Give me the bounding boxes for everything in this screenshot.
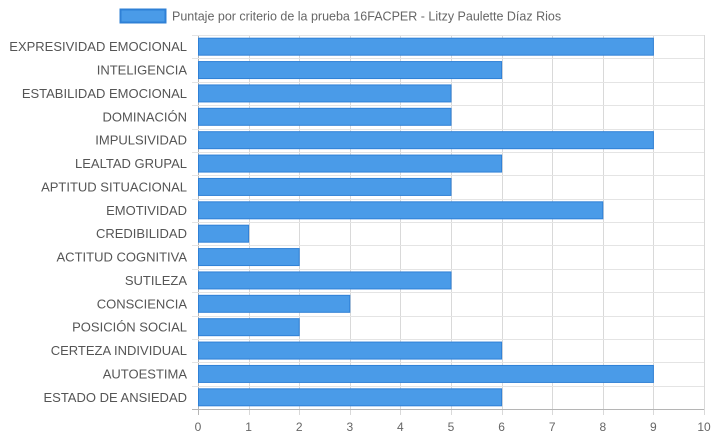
x-tick-label: 2 <box>296 420 303 434</box>
x-tick-label: 3 <box>346 420 353 434</box>
x-tick-label: 8 <box>599 420 606 434</box>
bar[interactable] <box>198 271 452 290</box>
bar[interactable] <box>198 341 503 360</box>
bar[interactable] <box>198 37 654 56</box>
bar[interactable] <box>198 364 654 383</box>
category-label: IMPULSIVIDAD <box>95 133 187 148</box>
bar[interactable] <box>198 107 452 126</box>
axes: 0 1 2 3 4 5 6 7 8 9 10 EXPRESIVIDAD EMOCIONAL INTELI… <box>9 39 711 434</box>
bar[interactable] <box>198 201 604 220</box>
bar[interactable] <box>198 84 452 103</box>
x-tick-label: 5 <box>448 420 455 434</box>
x-tick-label: 1 <box>245 420 252 434</box>
category-label: ACTITUD COGNITIVA <box>57 250 188 265</box>
category-label: CONSCIENCIA <box>97 296 188 311</box>
category-label: CREDIBILIDAD <box>96 226 187 241</box>
bars <box>198 37 654 407</box>
x-tick-label: 0 <box>195 420 202 434</box>
x-tick-label: 6 <box>498 420 505 434</box>
legend-swatch[interactable] <box>119 8 167 24</box>
category-label: EMOTIVIDAD <box>106 203 187 218</box>
bar[interactable] <box>198 294 351 313</box>
x-tick-label: 9 <box>650 420 657 434</box>
bar[interactable] <box>198 318 300 337</box>
x-tick-label: 7 <box>549 420 556 434</box>
category-label: ESTADO DE ANSIEDAD <box>43 390 187 405</box>
category-label: POSICIÓN SOCIAL <box>72 320 187 335</box>
legend-label[interactable]: Puntaje por criterio de la prueba 16FACP… <box>172 10 561 24</box>
x-tick-label: 10 <box>697 420 711 434</box>
bar[interactable] <box>198 224 250 243</box>
category-label: ESTABILIDAD EMOCIONAL <box>22 86 187 101</box>
legend[interactable]: Puntaje por criterio de la prueba 16FACP… <box>119 8 562 24</box>
category-label: CERTEZA INDIVIDUAL <box>51 343 187 358</box>
category-label: EXPRESIVIDAD EMOCIONAL <box>9 39 187 54</box>
bar[interactable] <box>198 131 654 150</box>
category-label: DOMINACIÓN <box>103 109 188 124</box>
bar[interactable] <box>198 177 452 196</box>
category-label: AUTOESTIMA <box>103 366 188 381</box>
bar[interactable] <box>198 61 503 80</box>
category-label: APTITUD SITUACIONAL <box>41 179 187 194</box>
bar[interactable] <box>198 154 503 173</box>
bar[interactable] <box>198 248 300 267</box>
category-label: INTELIGENCIA <box>97 63 188 78</box>
category-label: SUTILEZA <box>125 273 187 288</box>
x-tick-label: 4 <box>397 420 404 434</box>
bar[interactable] <box>198 388 503 407</box>
category-label: LEALTAD GRUPAL <box>75 156 187 171</box>
